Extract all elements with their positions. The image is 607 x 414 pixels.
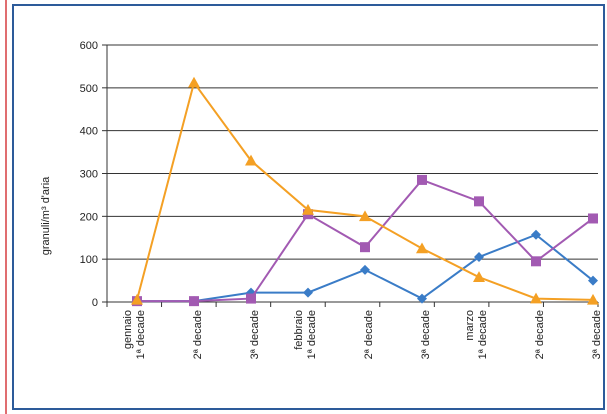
x-category-decade-label: 3ª decade xyxy=(420,310,432,359)
data-point-square xyxy=(189,296,199,307)
data-point-square xyxy=(246,293,256,304)
x-category-month-label: febbraio xyxy=(293,310,305,350)
data-point-triangle xyxy=(245,154,257,166)
x-category-month-label: marzo xyxy=(464,310,476,341)
frame-border xyxy=(12,4,605,410)
x-category-decade-label: 2ª decade xyxy=(363,310,375,359)
x-category-decade-label: 1ª decade xyxy=(477,310,489,359)
data-point-triangle xyxy=(188,76,200,88)
data-point-diamond xyxy=(531,229,541,240)
data-point-square xyxy=(474,196,484,207)
axis-layer xyxy=(102,44,599,307)
data-point-diamond xyxy=(474,252,484,263)
y-axis-label: granuli/m³ d'aria xyxy=(40,176,52,255)
x-category-decade-label: 3ª decade xyxy=(591,310,603,359)
data-point-triangle xyxy=(131,293,143,305)
data-point-diamond xyxy=(303,287,313,298)
data-point-diamond xyxy=(588,275,598,286)
y-tick-label: 600 xyxy=(80,40,98,52)
y-tick-label: 400 xyxy=(80,126,98,138)
data-point-triangle xyxy=(359,210,371,222)
data-point-diamond xyxy=(360,264,370,275)
series-layer xyxy=(131,76,599,307)
y-tick-label: 100 xyxy=(80,254,98,266)
data-point-triangle xyxy=(530,292,542,304)
y-tick-label: 0 xyxy=(92,297,98,309)
data-point-triangle xyxy=(302,203,314,215)
x-category-decade-label: 1ª decade xyxy=(135,310,147,359)
series-line-square xyxy=(137,178,594,303)
data-point-square xyxy=(417,174,427,185)
data-point-square xyxy=(360,242,370,253)
x-category-decade-label: 2ª decade xyxy=(534,310,546,359)
data-point-triangle xyxy=(416,242,428,254)
data-point-triangle xyxy=(587,293,599,305)
y-tick-label: 500 xyxy=(80,83,98,95)
y-tick-label: 200 xyxy=(80,211,98,223)
data-point-square xyxy=(588,213,598,224)
data-point-diamond xyxy=(417,293,427,304)
x-category-month-label: gennaio xyxy=(122,310,134,349)
x-category-decade-label: 2ª decade xyxy=(192,310,204,359)
y-tick-label: 300 xyxy=(80,169,98,181)
data-point-square xyxy=(531,256,541,267)
data-point-triangle xyxy=(473,271,485,282)
grid-layer xyxy=(107,44,598,260)
x-category-decade-label: 1ª decade xyxy=(306,310,318,359)
x-category-decade-label: 3ª decade xyxy=(249,310,261,359)
